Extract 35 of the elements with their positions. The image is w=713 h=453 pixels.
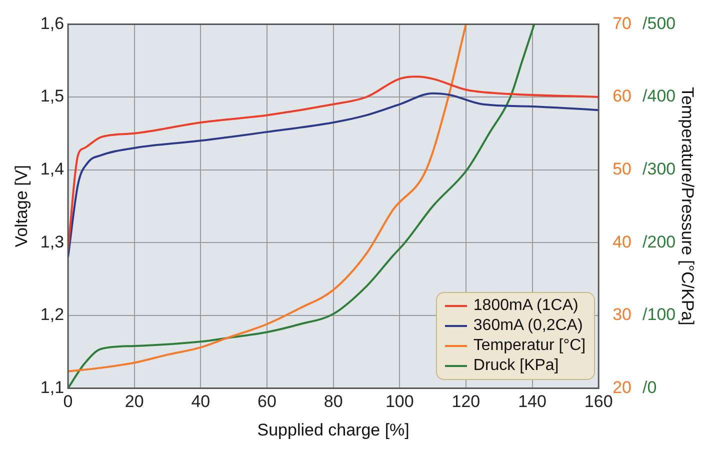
x-tick-label: 80 <box>324 392 343 412</box>
y2-tick-label: 30 <box>612 305 632 324</box>
y2-tick-label: 40 <box>612 232 632 252</box>
x-axis-title: Supplied charge [%] <box>257 420 410 440</box>
y-tick-label: 1,6 <box>40 14 64 33</box>
y2-axis-title: Temperature/Pressure [°C/KPa] <box>678 87 698 326</box>
x-tick-label: 100 <box>385 392 414 412</box>
legend-label: Temperatur [°C] <box>473 336 586 356</box>
y3-tick-label: /100 <box>642 305 676 324</box>
y-axis-title: Voltage [V] <box>12 165 31 248</box>
x-tick-label: 0 <box>63 392 73 412</box>
y-tick-label: 1,3 <box>40 232 64 252</box>
y-tick-label: 1,4 <box>40 159 64 178</box>
y3-tick-label: /0 <box>642 378 657 397</box>
y3-tick-label: /400 <box>642 86 676 106</box>
x-tick-label: 140 <box>518 392 546 412</box>
y-tick-label: 1,2 <box>40 305 64 324</box>
y3-tick-label: /300 <box>642 159 676 178</box>
legend-label: 360mA (0,2CA) <box>473 316 583 336</box>
y2-tick-label: 70 <box>612 14 632 33</box>
x-tick-label: 60 <box>258 392 276 412</box>
y2-tick-label: 50 <box>612 159 632 178</box>
y2-tick-label: 60 <box>612 86 632 106</box>
y-tick-label: 1,5 <box>40 86 64 106</box>
legend-label: 1800mA (1CA) <box>473 296 578 316</box>
y3-tick-label: /200 <box>642 232 676 252</box>
line-series <box>68 24 467 372</box>
x-tick-label: 40 <box>191 392 210 412</box>
y3-tick-label: /500 <box>642 14 676 33</box>
y-tick-label: 1,1 <box>40 378 64 397</box>
x-tick-label: 160 <box>584 392 613 412</box>
x-tick-label: 120 <box>452 392 480 412</box>
legend-label: Druck [KPa] <box>473 356 559 376</box>
y2-tick-label: 20 <box>612 378 632 397</box>
x-tick-label: 20 <box>124 392 144 412</box>
